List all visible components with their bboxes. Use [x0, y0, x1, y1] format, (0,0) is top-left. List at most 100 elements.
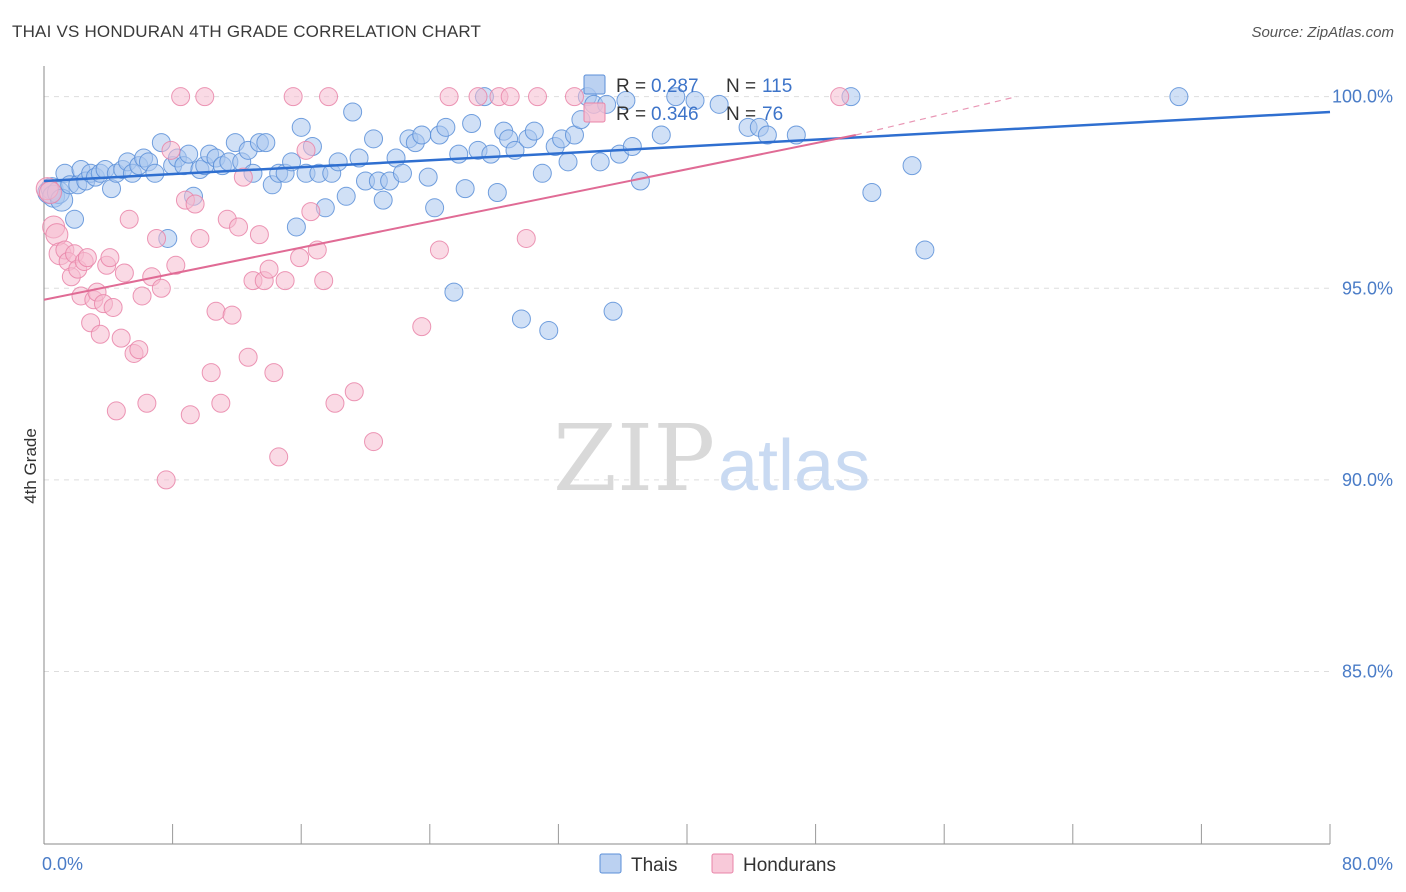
point-hondurans-65	[364, 432, 384, 452]
point-hondurans-39	[190, 228, 210, 248]
point-hondurans-62	[319, 87, 339, 107]
point-thais-74	[455, 179, 475, 199]
legend-bottom-label-thais: Thais	[631, 855, 677, 876]
legend-r-value-hondurans: 0.346	[651, 104, 699, 125]
point-hondurans-53	[264, 363, 284, 383]
watermark-atlas: atlas	[718, 426, 870, 506]
trend-line-thais	[43, 110, 1331, 183]
legend-r-label-thais: R =	[616, 76, 646, 97]
point-hondurans-59	[301, 202, 321, 222]
point-thais-104	[685, 90, 705, 110]
point-hondurans-45	[222, 305, 242, 325]
point-thais-102	[651, 125, 671, 145]
point-hondurans-66	[412, 317, 432, 337]
point-hondurans-38	[185, 194, 205, 214]
x-tick-label-1: 80.0%	[1342, 854, 1393, 874]
watermark: ZIP atlas	[553, 405, 870, 512]
point-hondurans-27	[132, 286, 152, 306]
legend-r-value-thais: 0.287	[651, 76, 699, 97]
point-thais-83	[511, 309, 531, 329]
trend-line-hondurans	[43, 134, 856, 301]
point-thais-68	[418, 167, 438, 187]
point-hondurans-24	[119, 209, 139, 229]
point-thais-99	[616, 90, 636, 110]
point-hondurans-1	[38, 180, 62, 204]
point-thais-100	[622, 136, 642, 156]
point-thais-67	[412, 125, 432, 145]
point-hondurans-73	[528, 87, 548, 107]
point-hondurans-41	[201, 363, 221, 383]
point-thais-95	[590, 152, 610, 172]
y-axis-title: 4th Grade	[21, 428, 40, 504]
x-tick-label-0: 0.0%	[42, 854, 83, 874]
point-hondurans-31	[151, 278, 171, 298]
point-thais-42	[256, 133, 276, 153]
point-hondurans-55	[275, 271, 295, 291]
point-hondurans-68	[439, 87, 459, 107]
legend-bottom-label-hondurans: Hondurans	[743, 855, 836, 876]
point-hondurans-57	[290, 248, 310, 268]
legend-top: R = 0.287 N = 115 R = 0.346 N = 76	[583, 74, 792, 125]
y-tick-label-0: 100.0%	[1332, 87, 1393, 107]
legend-bottom: Thais Hondurans	[599, 853, 836, 876]
point-thais-108	[757, 125, 777, 145]
point-thais-103	[666, 87, 686, 107]
axes	[43, 66, 1331, 845]
point-hondurans-43	[211, 393, 231, 413]
point-hondurans-30	[147, 228, 167, 248]
point-hondurans-26	[129, 340, 149, 360]
point-thais-55	[336, 186, 356, 206]
point-thais-71	[436, 117, 456, 137]
point-thais-111	[862, 182, 882, 202]
point-hondurans-22	[111, 328, 131, 348]
point-hondurans-16	[90, 324, 110, 344]
point-hondurans-32	[156, 470, 176, 490]
point-hondurans-19	[100, 248, 120, 268]
point-thais-54	[328, 152, 348, 172]
point-hondurans-63	[325, 393, 345, 413]
legend-n-label-thais: N =	[726, 76, 756, 97]
point-hondurans-61	[314, 271, 334, 291]
point-thais-79	[487, 182, 507, 202]
point-thais-86	[532, 163, 552, 183]
point-hondurans-40	[195, 87, 215, 107]
point-hondurans-47	[233, 167, 253, 187]
point-thais-47	[286, 217, 306, 237]
legend-n-label-hondurans: N =	[726, 104, 756, 125]
point-hondurans-28	[137, 393, 157, 413]
legend-n-value-hondurans: 76	[762, 104, 783, 125]
chart-title: THAI VS HONDURAN 4TH GRADE CORRELATION C…	[12, 22, 482, 41]
point-thais-78	[481, 144, 501, 164]
point-thais-72	[444, 282, 464, 302]
legend-swatch-thais	[583, 74, 606, 95]
legend-bottom-swatch-thais	[599, 853, 622, 874]
legend-r-label-hondurans: R =	[616, 104, 646, 125]
point-hondurans-69	[468, 87, 488, 107]
point-thais-59	[364, 129, 384, 149]
y-tick-label-3: 85.0%	[1342, 662, 1393, 682]
point-thais-85	[524, 121, 544, 141]
point-thais-61	[373, 190, 393, 210]
point-hondurans-75	[830, 87, 850, 107]
point-thais-64	[392, 163, 412, 183]
point-thais-97	[603, 301, 623, 321]
point-hondurans-46	[229, 217, 249, 237]
point-hondurans-50	[249, 225, 269, 245]
point-thais-73	[449, 144, 469, 164]
point-thais-56	[343, 102, 363, 122]
point-thais-23	[145, 163, 165, 183]
point-hondurans-54	[269, 447, 289, 467]
legend-bottom-swatch-hondurans	[711, 853, 734, 874]
point-thais-57	[349, 148, 369, 168]
point-thais-114	[1169, 87, 1189, 107]
point-thais-75	[462, 113, 482, 133]
legend-swatch-hondurans	[583, 102, 606, 123]
point-hondurans-37	[180, 405, 200, 425]
point-hondurans-34	[166, 255, 186, 275]
point-hondurans-20	[103, 297, 123, 317]
point-thais-90	[558, 152, 578, 172]
point-hondurans-58	[296, 140, 316, 160]
trend-line-ext-hondurans	[855, 96, 1017, 136]
point-hondurans-52	[259, 259, 279, 279]
